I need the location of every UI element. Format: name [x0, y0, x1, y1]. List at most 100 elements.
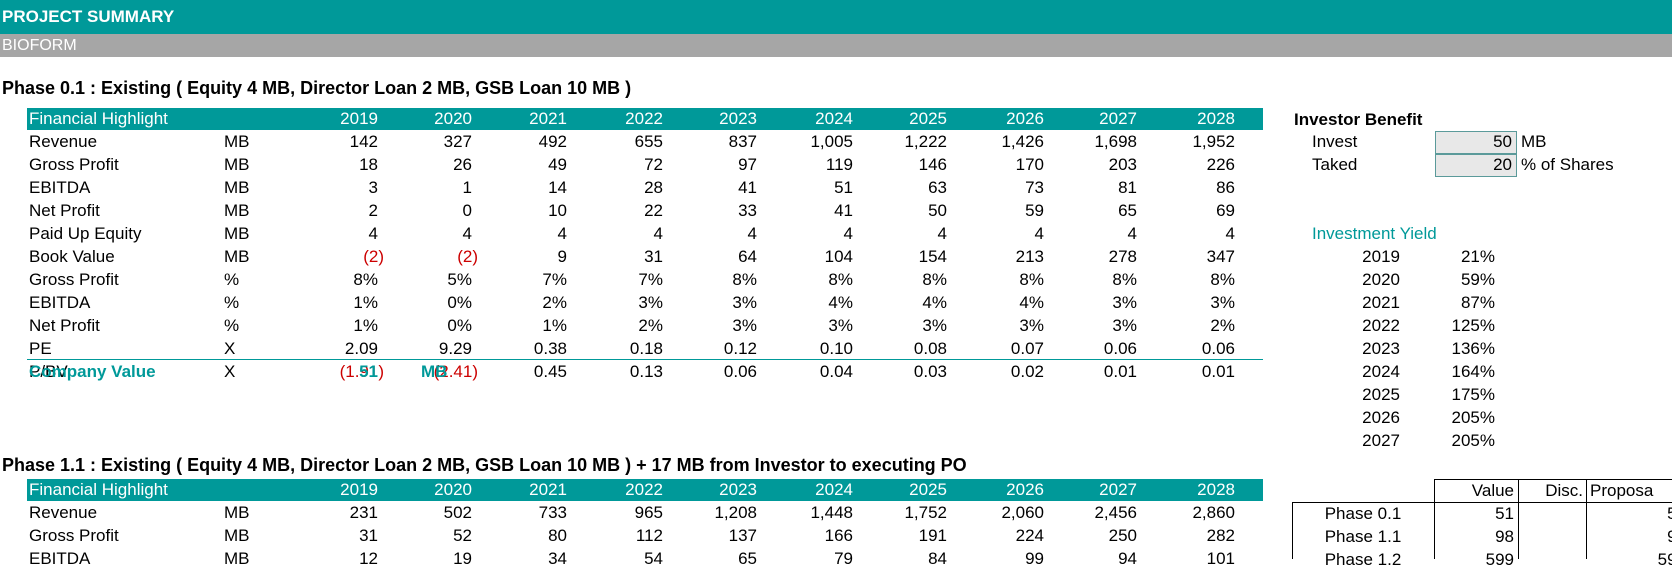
taked-label: Taked	[1312, 155, 1358, 174]
yield-value: 59%	[1460, 270, 1495, 289]
value-row-label: Phase 1.2	[1324, 550, 1402, 569]
year-header: 2026	[1006, 480, 1044, 499]
year-header: 2026	[1006, 109, 1044, 128]
table-cell: (1.91)	[339, 362, 384, 381]
yield-value: 205%	[1451, 408, 1495, 427]
row-unit: MB	[224, 503, 250, 522]
taked-value[interactable]: 20	[1493, 155, 1512, 174]
table-cell: 2,060	[1001, 503, 1044, 522]
yield-value: 125%	[1451, 316, 1495, 335]
table-cell: 9.29	[438, 339, 472, 358]
proposal-header: Proposa	[1590, 481, 1654, 500]
taked-input-box[interactable]	[1435, 154, 1517, 177]
year-header: 2024	[815, 109, 853, 128]
page-header: PROJECT SUMMARY	[0, 0, 1672, 34]
yield-value: 136%	[1451, 339, 1495, 358]
table-cell: 166	[824, 526, 853, 545]
value-row-label: Phase 0.1	[1324, 504, 1402, 523]
table-cell: 137	[728, 526, 757, 545]
table-cell: 0.45	[533, 362, 567, 381]
table-cell: 203	[1108, 155, 1137, 174]
table-cell: 119	[825, 155, 853, 174]
table-cell: 28	[644, 178, 663, 197]
table-cell: 2.09	[344, 339, 378, 358]
table-cell: 4%	[922, 293, 947, 312]
row-unit: MB	[224, 247, 250, 266]
year-header: 2022	[625, 480, 663, 499]
invest-input-box[interactable]	[1435, 131, 1517, 154]
table-cell: 64	[738, 247, 757, 266]
company-value-unit: MB	[421, 362, 448, 381]
table-cell: 5%	[447, 270, 472, 289]
year-header: 2022	[625, 109, 663, 128]
value-row-label: Phase 1.1	[1324, 527, 1402, 546]
table-cell: 1,448	[810, 503, 853, 522]
table-cell: 733	[538, 503, 567, 522]
table-cell: 63	[928, 178, 947, 197]
table-cell: 8%	[1019, 270, 1044, 289]
table-cell: 31	[644, 247, 663, 266]
table-cell: 26	[453, 155, 472, 174]
table-cell: 8%	[353, 270, 378, 289]
row-unit: MB	[224, 224, 250, 243]
table-cell: 3%	[1112, 293, 1137, 312]
table-cell: 837	[728, 132, 757, 151]
table-cell: 8%	[922, 270, 947, 289]
table-cell: 7%	[638, 270, 663, 289]
table-cell: 8%	[1112, 270, 1137, 289]
table-cell: 51	[834, 178, 853, 197]
value-row-value: 51	[1495, 504, 1514, 523]
value-table-left-border	[1292, 502, 1293, 559]
value-table-divider	[1518, 479, 1519, 559]
table-cell: 4	[557, 224, 567, 243]
table-cell: 2%	[1210, 316, 1235, 335]
invest-value[interactable]: 50	[1493, 132, 1512, 151]
table-cell: 0.06	[1103, 339, 1137, 358]
table-cell: 142	[349, 132, 378, 151]
company-value-label: Company Value	[29, 362, 156, 381]
table-cell: 1%	[353, 316, 378, 335]
row-unit: MB	[224, 526, 250, 545]
yield-year: 2021	[1362, 293, 1400, 312]
table-cell: 7%	[542, 270, 567, 289]
invest-unit: MB	[1521, 132, 1547, 151]
financial-highlight-header	[27, 479, 1263, 501]
financial-highlight-label: Financial Highlight	[29, 480, 168, 499]
row-label: Net Profit	[29, 316, 100, 335]
table-cell: 502	[443, 503, 472, 522]
year-header: 2020	[434, 109, 472, 128]
year-header: 2025	[909, 109, 947, 128]
row-label: Book Value	[29, 247, 115, 266]
table-cell: 3%	[922, 316, 947, 335]
table-cell: 2%	[638, 316, 663, 335]
year-header: 2020	[434, 480, 472, 499]
row-label: Paid Up Equity	[29, 224, 142, 243]
table-cell: (2.41)	[433, 362, 478, 381]
table-cell: 231	[349, 503, 378, 522]
year-header: 2019	[340, 480, 378, 499]
table-cell: 4	[937, 224, 947, 243]
row-unit: MB	[224, 155, 250, 174]
table-cell: 0.06	[1201, 339, 1235, 358]
value-row-value: 98	[1495, 527, 1514, 546]
table-cell: 0.12	[723, 339, 757, 358]
table-cell: 1%	[353, 293, 378, 312]
table-cell: 0.06	[723, 362, 757, 381]
financial-highlight-label: Financial Highlight	[29, 109, 168, 128]
yield-value: 205%	[1451, 431, 1495, 450]
table-cell: 492	[538, 132, 567, 151]
year-header: 2021	[529, 480, 567, 499]
table-cell: 224	[1015, 526, 1044, 545]
row-unit: MB	[224, 201, 250, 220]
yield-value: 164%	[1451, 362, 1495, 381]
yield-year: 2023	[1362, 339, 1400, 358]
table-cell: 0.01	[1103, 362, 1137, 381]
table-cell: 213	[1015, 247, 1044, 266]
value-table-header-border	[1292, 502, 1672, 503]
table-cell: 4	[843, 224, 853, 243]
row-unit: MB	[224, 178, 250, 197]
company-value: 51	[359, 362, 378, 381]
table-cell: 1,752	[904, 503, 947, 522]
row-label: Revenue	[29, 132, 98, 151]
table-cell: 4%	[1019, 293, 1044, 312]
